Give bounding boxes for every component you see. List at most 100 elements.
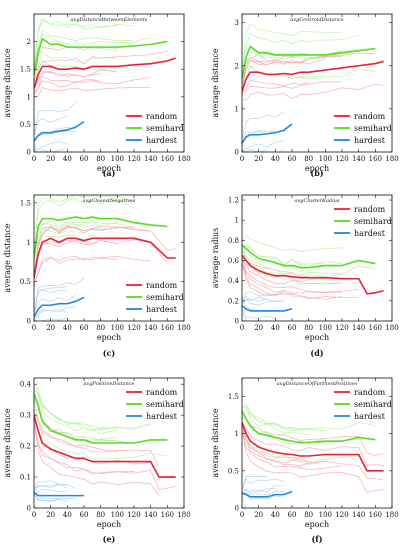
background-runs (242, 23, 384, 152)
background-run-line (34, 398, 168, 461)
x-tick-label: 80 (304, 511, 313, 519)
series-line-hardest (34, 296, 85, 318)
background-run-line (34, 488, 68, 494)
legend: random semihard hardest (334, 112, 392, 145)
y-tick-label: 0.4 (228, 277, 240, 285)
legend-label-hardest: hardest (146, 305, 178, 314)
x-tick-label: 180 (385, 511, 398, 519)
series-line-random (34, 57, 176, 89)
background-runs (242, 234, 376, 321)
series-line-random (242, 60, 384, 92)
y-tick-label: 0.2 (228, 297, 239, 305)
background-run-line (242, 257, 343, 285)
y-axis-label: average radius (211, 228, 220, 289)
background-run-line (34, 226, 135, 276)
x-tick-label: 60 (288, 324, 297, 332)
x-tick-label: 0 (240, 511, 244, 519)
x-tick-label: 160 (369, 511, 382, 519)
series-line-hardest (34, 491, 84, 497)
background-run-line (34, 256, 151, 285)
background-run-line (242, 490, 284, 496)
y-tick-label: 1 (27, 93, 31, 101)
y-tick-label: 0.1 (20, 474, 31, 482)
background-run-line (242, 58, 326, 89)
series-line-random (34, 237, 176, 278)
background-run-line (34, 75, 101, 93)
background-run-line (34, 102, 76, 137)
background-run-line (242, 51, 326, 80)
x-tick-label: 20 (46, 511, 55, 519)
background-run-line (34, 483, 68, 493)
background-run-line (242, 295, 284, 303)
x-tick-label: 40 (271, 324, 280, 332)
y-tick-label: 0 (235, 149, 239, 157)
y-tick-label: 0.4 (20, 381, 32, 389)
series-line-semihard (242, 244, 376, 269)
x-tick-label: 40 (271, 155, 280, 163)
x-tick-label: 20 (254, 324, 263, 332)
y-tick-label: 0 (27, 149, 31, 157)
background-run-line (242, 245, 326, 266)
y-tick-label: 0 (235, 318, 239, 326)
x-tick-label: 60 (80, 511, 89, 519)
x-axis-label: epoch (97, 520, 121, 529)
x-tick-label: 180 (385, 324, 398, 332)
chart-title: avgPositiveDistance (84, 381, 135, 387)
y-tick-label: 1.2 (228, 197, 239, 205)
plot-frame (33, 13, 185, 153)
y-tick-label: 0 (235, 505, 239, 513)
chart-panel: 0 20 40 60 80 100 120 140 160 180 0 0.5 1 1.5 avgDista… (211, 377, 399, 544)
x-tick-label: 180 (177, 511, 190, 519)
x-tick-label: 0 (240, 155, 244, 163)
y-tick-label: 0.6 (228, 257, 240, 265)
background-run-line (34, 391, 118, 441)
background-run-line (242, 312, 248, 321)
background-run-line (34, 410, 118, 453)
x-tick-label: 60 (80, 155, 89, 163)
x-tick-label: 0 (32, 324, 36, 332)
legend-label-random: random (354, 112, 386, 121)
legend: random semihard hardest (334, 205, 392, 238)
background-run-line (242, 298, 268, 304)
y-tick-label: 2 (235, 62, 239, 70)
background-run-line (242, 415, 359, 463)
series-line-semihard (242, 45, 376, 79)
x-tick-label: 140 (352, 511, 365, 519)
x-axis-label: epoch (305, 520, 329, 529)
background-run-line (34, 239, 118, 281)
background-run-line (242, 140, 284, 150)
background-run-line (34, 483, 76, 490)
x-tick-label: 40 (63, 324, 72, 332)
series-line-hardest (242, 490, 293, 498)
background-run-line (242, 79, 309, 94)
background-run-line (34, 225, 151, 276)
background-run-line (242, 66, 376, 87)
background-run-line (34, 17, 118, 67)
y-tick-label: 2 (27, 38, 31, 46)
x-tick-label: 160 (369, 324, 382, 332)
background-run-line (34, 234, 118, 266)
series-line-semihard (34, 38, 168, 75)
x-tick-label: 140 (352, 155, 365, 163)
background-runs (34, 387, 176, 503)
background-run-line (34, 220, 135, 260)
background-run-line (242, 492, 284, 500)
x-tick-label: 120 (127, 324, 140, 332)
series-line-random (242, 254, 384, 295)
background-run-line (34, 87, 151, 98)
chart-title: avgClusterRadius (294, 198, 339, 204)
y-tick-label: 0.5 (20, 121, 31, 129)
panel-caption: (e) (103, 534, 116, 544)
chart-panel: 0 20 40 60 80 100 120 140 160 180 0 0.5 1 1.5 2 avgDist… (3, 13, 191, 178)
background-run-line (34, 33, 151, 71)
x-tick-label: 160 (161, 324, 174, 332)
y-tick-label: 0.5 (20, 278, 31, 286)
background-run-line (242, 488, 276, 493)
chart-panel: 0 20 40 60 80 100 120 140 160 180 0 0.1 0.2 0.3 0.4 avg… (3, 377, 191, 544)
x-tick-label: 140 (144, 155, 157, 163)
x-tick-label: 100 (111, 511, 124, 519)
background-run-line (34, 72, 101, 92)
panel-caption: (a) (103, 168, 116, 178)
legend-label-random: random (146, 388, 178, 397)
x-axis-label: epoch (97, 333, 121, 342)
